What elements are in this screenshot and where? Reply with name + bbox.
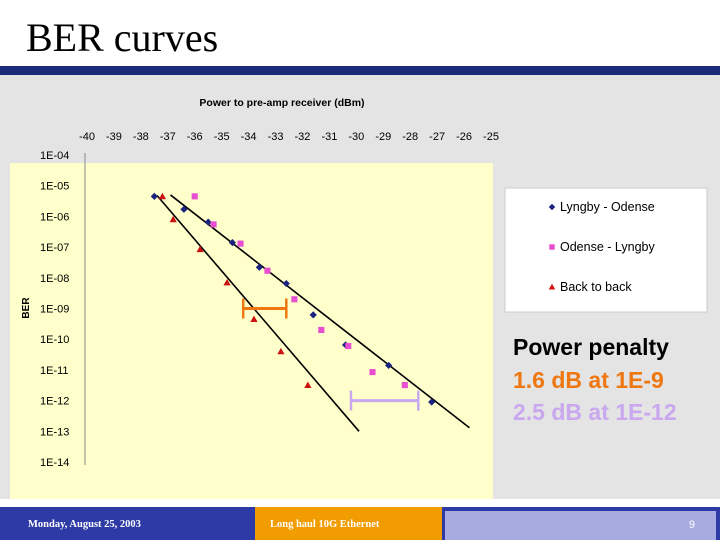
data-point xyxy=(210,221,217,228)
chart-title: Power to pre-amp receiver (dBm) xyxy=(199,97,364,109)
series-odense-lyngby xyxy=(191,193,408,389)
ber-chart: Power to pre-amp receiver (dBm) BER -40-… xyxy=(10,97,708,499)
page-number: 9 xyxy=(688,519,695,531)
data-point xyxy=(250,315,258,323)
footer-center-band xyxy=(255,507,442,540)
y-tick-label: 1E-11 xyxy=(40,365,69,377)
series-lyngby-odense xyxy=(150,192,436,406)
y-tick-label: 1E-05 xyxy=(40,181,69,193)
penalty-line-2: 2.5 dB at 1E-12 xyxy=(513,399,677,425)
x-tick-label: -27 xyxy=(429,131,445,143)
data-point xyxy=(291,296,298,303)
x-tick-label: -37 xyxy=(160,131,176,143)
data-point xyxy=(191,193,198,200)
legend-item: Back to back xyxy=(548,280,632,294)
data-point xyxy=(385,361,393,370)
x-tick-label: -35 xyxy=(214,131,230,143)
data-point xyxy=(196,245,204,253)
data-point xyxy=(237,240,244,247)
x-tick-label: -34 xyxy=(241,131,257,143)
y-tick-label: 1E-12 xyxy=(40,396,69,408)
y-tick-label: 1E-06 xyxy=(40,211,69,223)
legend-marker xyxy=(549,244,555,250)
data-point xyxy=(318,326,325,334)
footer-topic: Long haul 10G Ethernet xyxy=(270,519,380,530)
y-tick-label: 1E-09 xyxy=(40,304,69,316)
y-axis-label: BER xyxy=(21,297,32,319)
legend-item: Odense - Lyngby xyxy=(549,240,655,254)
penalty-title: Power penalty xyxy=(513,334,669,360)
data-point xyxy=(150,192,158,200)
x-tick-label: -26 xyxy=(456,131,472,143)
data-point xyxy=(345,342,352,350)
footer-right-band xyxy=(445,511,716,540)
fit-line xyxy=(156,194,360,432)
data-point xyxy=(304,381,312,388)
footer: Monday, August 25, 2003 Long haul 10G Et… xyxy=(0,507,720,540)
plot-area xyxy=(10,163,493,499)
x-tick-label: -30 xyxy=(348,131,364,143)
data-point xyxy=(223,278,231,286)
data-point xyxy=(180,205,188,213)
data-point xyxy=(169,215,177,223)
data-points xyxy=(150,192,436,406)
legend-marker xyxy=(548,203,556,211)
series-back-to-back xyxy=(158,192,312,388)
x-tick-label: -33 xyxy=(268,131,284,143)
y-tick-label: 1E-13 xyxy=(40,426,69,438)
x-tick-label: -40 xyxy=(79,131,95,143)
y-tick-label: 1E-04 xyxy=(40,150,69,162)
y-tick-label: 1E-08 xyxy=(40,273,69,285)
x-tick-label: -31 xyxy=(321,131,337,143)
data-point xyxy=(277,347,285,355)
data-point xyxy=(401,382,408,389)
legend-label: Odense - Lyngby xyxy=(560,240,655,254)
fit-line xyxy=(170,194,470,429)
legend-box xyxy=(504,187,708,313)
x-tick-labels: -40 -39 -38 -37 -36 -35 -34 -33 -32 -31 -30 -29 -28-… xyxy=(79,131,499,143)
footer-date: Monday, August 25, 2003 xyxy=(28,519,141,530)
x-tick-label: -29 xyxy=(375,131,391,143)
penalty-marker xyxy=(241,298,288,319)
y-tick-label: 1E-10 xyxy=(40,334,69,346)
penalty-markers xyxy=(241,298,420,411)
legend-label: Back to back xyxy=(560,280,632,294)
legend-label: Lyngby - Odense xyxy=(560,200,655,214)
data-point xyxy=(282,279,290,288)
fit-lines xyxy=(156,194,470,432)
chart-panel: Power to pre-amp receiver (dBm) BER -40-… xyxy=(0,75,720,499)
data-point xyxy=(204,218,212,226)
x-tick-label: -32 xyxy=(295,131,311,143)
penalty-line-1: 1.6 dB at 1E-9 xyxy=(513,367,664,393)
penalty-marker xyxy=(349,390,420,411)
data-point xyxy=(264,267,271,274)
y-tick-label: 1E-07 xyxy=(40,242,69,254)
y-tick-label: 1E-14 xyxy=(40,457,69,469)
x-tick-label: -28 xyxy=(402,131,418,143)
x-tick-label: -25 xyxy=(483,131,499,143)
data-point xyxy=(158,192,167,200)
y-tick-labels: 1E-04 1E-05 1E-06 1E-07 1E-08 1E-09 1E-10 1E-11… xyxy=(40,150,69,469)
legend-marker xyxy=(548,283,556,290)
legend-item: Lyngby - Odense xyxy=(548,200,655,214)
slide-title: BER curves xyxy=(26,15,219,60)
data-point xyxy=(369,369,376,376)
data-point xyxy=(228,239,237,247)
data-point xyxy=(428,398,436,406)
x-tick-label: -36 xyxy=(187,131,203,143)
legend: Lyngby - Odense Odense - Lyngby Back to ba… xyxy=(504,187,708,313)
x-tick-label: -39 xyxy=(106,131,122,143)
x-tick-label: -38 xyxy=(133,131,149,143)
title-rule xyxy=(0,66,720,75)
